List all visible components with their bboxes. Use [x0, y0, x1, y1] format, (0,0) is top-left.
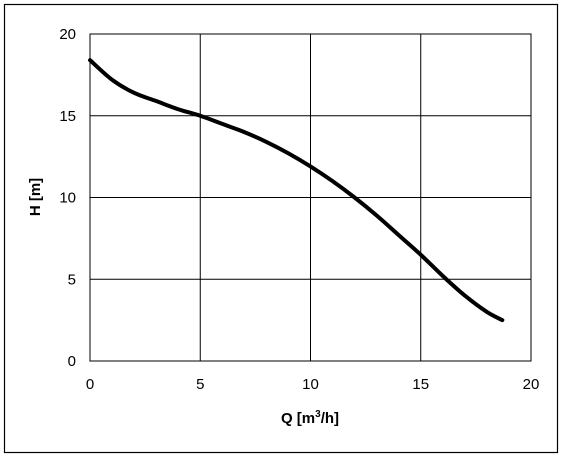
y-tick-label: 5	[68, 271, 76, 288]
x-tick-label: 20	[523, 376, 540, 393]
series-line	[88, 58, 505, 323]
y-axis-title: H [m]	[27, 178, 44, 216]
y-tick-label: 10	[59, 190, 76, 207]
x-tick-label: 0	[86, 376, 94, 393]
grid	[90, 34, 531, 361]
x-tick-label: 5	[196, 376, 204, 393]
tick-labels: 0 5 10 15 20 0 5 10 15 20	[59, 26, 539, 393]
x-tick-label: 10	[302, 376, 319, 393]
y-tick-label: 15	[59, 108, 76, 125]
x-tick-label: 15	[412, 376, 429, 393]
y-tick-label: 0	[68, 353, 76, 370]
x-axis-title: Q [m3/h]	[281, 409, 339, 427]
y-tick-label: 20	[59, 26, 76, 43]
